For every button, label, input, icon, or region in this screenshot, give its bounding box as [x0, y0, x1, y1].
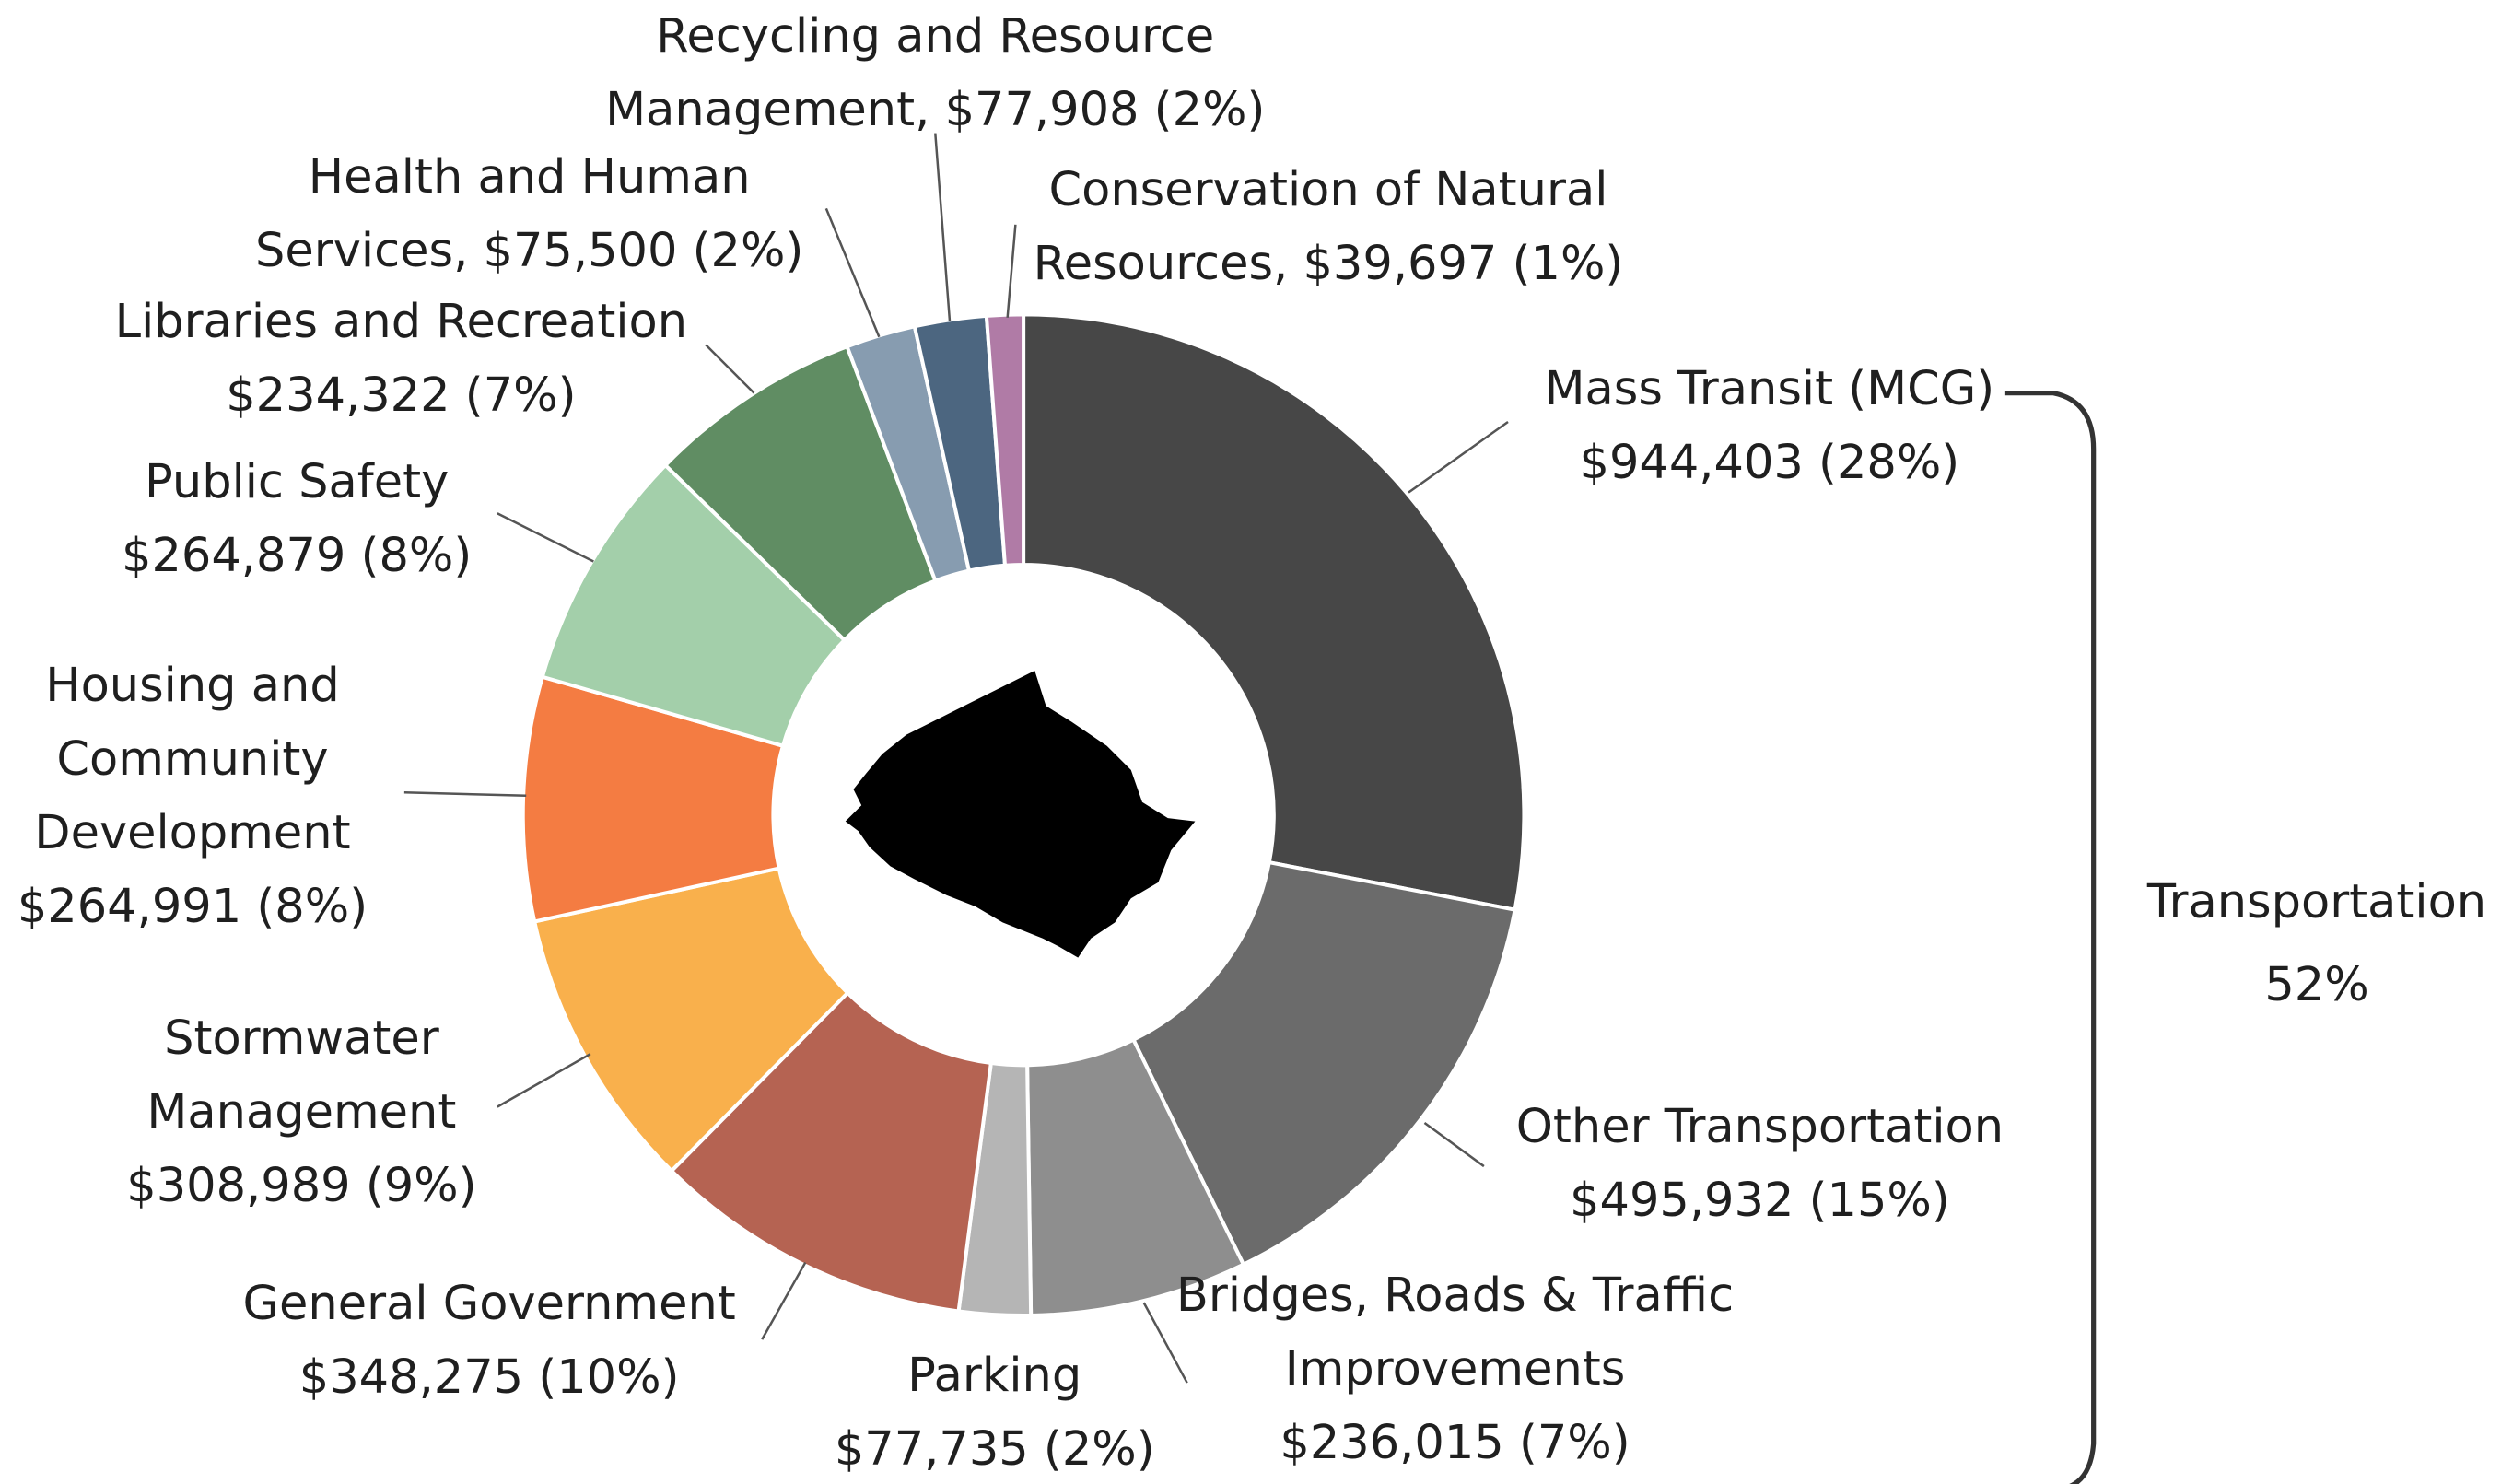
leader-line [1006, 224, 1017, 318]
slice-label: Conservation of Natural Resources $39,69… [1015, 154, 1641, 301]
value-label: $77,908 (2%) [944, 83, 1266, 137]
donut-slice [1022, 312, 1526, 913]
value-label: $308,989 (9%) [126, 1159, 477, 1214]
value-label: $495,932 (15%) [1570, 1174, 1950, 1229]
group-name: Transportation [2146, 875, 2487, 929]
leader-line [1423, 1122, 1485, 1168]
category-name: Housing and Community Development [34, 659, 351, 861]
value-label: $234,322 (7%) [226, 368, 577, 423]
category-name: Bridges, Roads & Traffic Improvements [1175, 1268, 1735, 1397]
leader-line [761, 1261, 807, 1340]
slice-label: General Government $348,275 (10%) [152, 1268, 825, 1415]
group-bracket [2004, 391, 2097, 1484]
slice-label: Public Safety $264,879 (8%) [56, 446, 537, 593]
value-label: $39,697 (1%) [1303, 237, 1624, 292]
leader-line [1142, 1302, 1188, 1384]
category-name: Other Transportation [1515, 1100, 2004, 1155]
leader-line [497, 512, 594, 563]
slice-label: Stormwater Management $308,989 (9%) [85, 1002, 518, 1223]
leader-line [403, 791, 527, 798]
leader-line [1408, 420, 1509, 494]
donut-slice [532, 866, 850, 1174]
county-map-icon [845, 670, 1196, 958]
slice-label: Mass Transit (MCG) $944,403 (28%) [1480, 353, 2058, 500]
donut-slice [669, 990, 994, 1314]
value-label: $236,015 (7%) [1280, 1416, 1630, 1471]
group-value: 52% [2264, 958, 2369, 1012]
category-name: Public Safety [145, 455, 450, 510]
slice-label: Bridges, Roads & Traffic Improvements $23… [1118, 1259, 1792, 1480]
value-label: $944,403 (28%) [1579, 436, 1960, 491]
slice-label: Recycling and Resource Management $77,90… [567, 0, 1304, 147]
slice-label: Housing and Community Development $264,99… [0, 649, 385, 944]
category-name: Parking [907, 1349, 1082, 1404]
value-label: $77,735 (2%) [834, 1422, 1155, 1478]
leader-line [705, 344, 755, 394]
category-name: Libraries and Recreation [114, 294, 688, 349]
leader-line [824, 207, 881, 338]
category-name: General Government [242, 1276, 736, 1331]
value-label: $264,879 (8%) [122, 529, 473, 584]
leader-line [497, 1053, 591, 1108]
value-label: $75,500 (2%) [483, 224, 804, 279]
value-label: $264,991 (8%) [17, 880, 368, 935]
group-label: Transportation 52% [2123, 861, 2501, 1027]
leader-line [934, 133, 952, 321]
slice-label: Health and Human Services $75,500 (2%) [240, 141, 818, 288]
donut-slice [1130, 859, 1517, 1268]
category-name: Mass Transit (MCG) [1544, 362, 1995, 417]
donut-slice [984, 312, 1026, 567]
value-label: $348,275 (10%) [298, 1350, 680, 1405]
category-name: Stormwater Management [146, 1011, 457, 1140]
slice-label: Parking $77,735 (2%) [786, 1339, 1203, 1484]
slice-label: Other Transportation $495,932 (15%) [1423, 1091, 2097, 1238]
slice-label: Libraries and Recreation $234,322 (7%) [64, 286, 738, 433]
